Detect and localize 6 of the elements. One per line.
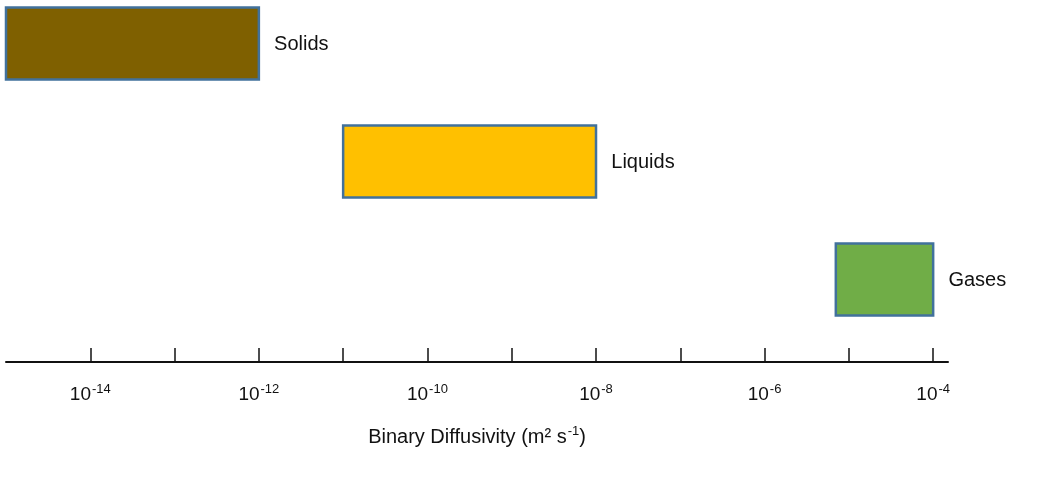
bar <box>834 242 935 317</box>
bar <box>4 6 261 81</box>
y-tick-label: Liquids <box>611 150 675 173</box>
y-tick-label: Gases <box>948 268 1007 291</box>
bar <box>341 124 598 199</box>
y-tick-label: Solids <box>274 32 329 55</box>
